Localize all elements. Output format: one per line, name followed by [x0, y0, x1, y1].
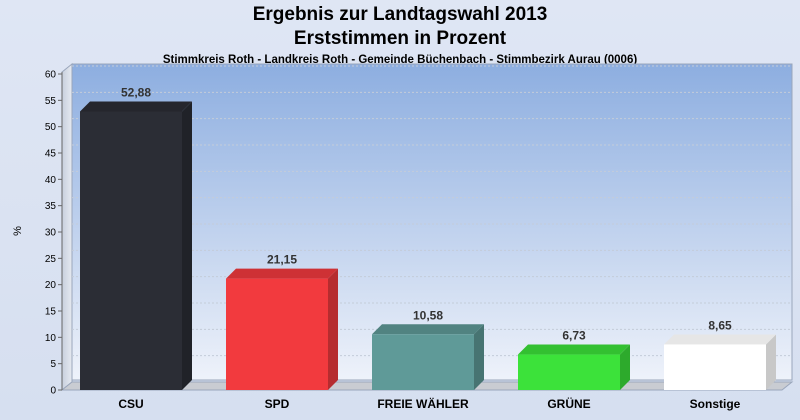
chart-subtitle: Stimmkreis Roth - Landkreis Roth - Gemei… [162, 54, 638, 66]
bar-side [474, 324, 484, 390]
y-axis: 0 5 10 15 20 25 30 35 40 45 50 55 60% [12, 70, 63, 397]
y-tick-label: 25 [45, 254, 57, 265]
bar-side [182, 101, 192, 391]
y-tick-label: 30 [45, 228, 57, 239]
bar [226, 278, 328, 390]
bar-sonstige: 8,65 [664, 318, 776, 390]
chart-title-line2: Erststimmen in Prozent [293, 28, 507, 49]
bar [518, 354, 620, 390]
bar-top [372, 324, 484, 335]
y-tick-label: 55 [45, 96, 57, 107]
x-tick-label: SPD [265, 397, 290, 411]
x-axis: CSU SPD FREIE WÄHLER GRÜNE Sonstige [118, 396, 740, 411]
bar-csu: 52,88 [80, 85, 192, 391]
data-label: 8,65 [708, 318, 732, 332]
y-tick-label: 50 [45, 122, 57, 133]
bar-top [664, 334, 776, 345]
bar-top [80, 101, 192, 112]
chart-title: Ergebnis zur Landtagswahl 2013 [252, 4, 548, 25]
plot-left-wall [61, 62, 73, 392]
data-label: 21,15 [267, 253, 297, 267]
bar-top [226, 268, 338, 279]
bar-side [328, 268, 338, 390]
x-tick-label: GRÜNE [547, 396, 590, 411]
bar-side [766, 334, 776, 390]
bar [372, 334, 474, 390]
data-label: 10,58 [413, 308, 443, 322]
bar [664, 344, 766, 390]
x-tick-label: Sonstige [690, 397, 741, 411]
y-tick-label: 35 [45, 201, 57, 212]
data-label: 52,88 [121, 85, 151, 99]
y-tick-label: 10 [45, 333, 57, 344]
bars: 52,88 21,15 10,58 6,73 8,65 [80, 85, 776, 391]
y-tick-label: 5 [50, 359, 56, 370]
x-tick-label: FREIE WÄHLER [377, 396, 469, 411]
x-tick-label: CSU [118, 397, 143, 411]
y-tick-label: 60 [45, 70, 57, 81]
y-tick-label: 15 [45, 307, 57, 318]
bar-gr-ne: 6,73 [518, 329, 630, 390]
bar-side [620, 344, 630, 390]
y-tick-label: 45 [45, 149, 57, 160]
bar [80, 111, 182, 391]
bar-top [518, 344, 630, 355]
data-label: 6,73 [562, 329, 586, 343]
y-tick-label: 40 [45, 175, 57, 186]
bar-freie-w-hler: 10,58 [372, 308, 484, 390]
y-tick-label: 0 [50, 386, 56, 397]
y-axis-label: % [12, 226, 24, 236]
bar-spd: 21,15 [226, 253, 338, 390]
y-tick-label: 20 [45, 280, 57, 291]
